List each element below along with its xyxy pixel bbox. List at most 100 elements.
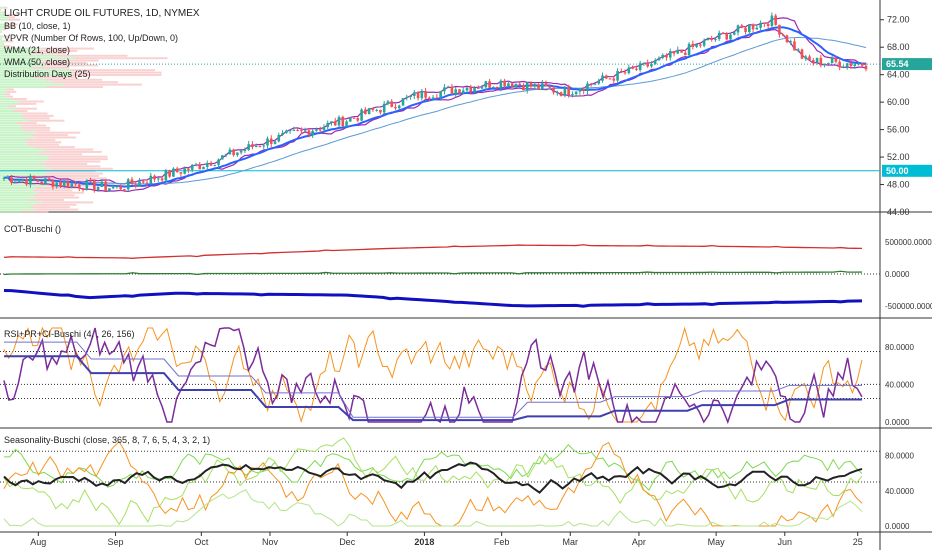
candle-body bbox=[767, 24, 770, 26]
candle-body bbox=[93, 180, 96, 190]
candle-body bbox=[387, 101, 390, 103]
candle-body bbox=[533, 84, 536, 87]
candle-body bbox=[609, 79, 612, 80]
candle-body bbox=[345, 121, 348, 126]
vpvr-bar-up bbox=[0, 9, 1, 11]
candle-body bbox=[360, 109, 363, 120]
candle-body bbox=[454, 89, 457, 93]
candle-body bbox=[108, 188, 111, 190]
candle-body bbox=[594, 84, 597, 85]
vpvr-bar-down bbox=[37, 153, 82, 155]
candle-body bbox=[37, 179, 40, 181]
vpvr-bar-up bbox=[0, 98, 12, 100]
candle-body bbox=[417, 92, 420, 98]
candle-body bbox=[409, 96, 412, 97]
candle-body bbox=[281, 133, 284, 135]
vpvr-bar-up bbox=[0, 28, 3, 30]
legend-vpvr: VPVR (Number Of Rows, 100, Up/Down, 0) bbox=[4, 32, 200, 44]
candle-body bbox=[180, 172, 183, 174]
candle-body bbox=[153, 176, 156, 180]
candle-body bbox=[101, 182, 104, 187]
vpvr-bar-down bbox=[21, 124, 46, 126]
candle-body bbox=[857, 64, 860, 65]
candle-body bbox=[63, 181, 66, 185]
price-tick-label: 72.00 bbox=[887, 15, 910, 25]
candle-body bbox=[469, 88, 472, 92]
candle-body bbox=[740, 25, 743, 27]
legend-wma50: WMA (50, close) bbox=[4, 56, 200, 68]
vpvr-bar-down bbox=[36, 132, 80, 134]
time-tick-label: 25 bbox=[853, 537, 863, 547]
candle-body bbox=[650, 64, 653, 66]
candle-body bbox=[507, 83, 510, 86]
vpvr-bar-down bbox=[39, 163, 87, 165]
vpvr-bar-down bbox=[34, 136, 76, 138]
vpvr-bar-down bbox=[46, 86, 103, 88]
candle-body bbox=[526, 83, 529, 91]
vpvr-bar-up bbox=[0, 204, 34, 206]
vpvr-bar-down bbox=[20, 100, 44, 102]
vpvr-bar-up bbox=[0, 38, 1, 40]
candle-body bbox=[240, 151, 243, 153]
vpvr-bar-down bbox=[5, 93, 11, 95]
vpvr-bar-down bbox=[34, 194, 75, 196]
candle-body bbox=[55, 183, 58, 187]
candle-body bbox=[722, 33, 725, 34]
vpvr-bar-down bbox=[46, 173, 103, 175]
vpvr-bar-down bbox=[38, 192, 84, 194]
candle-body bbox=[789, 41, 792, 42]
candle-body bbox=[579, 89, 582, 91]
candle-body bbox=[778, 25, 781, 35]
candle-body bbox=[842, 67, 845, 68]
candle-body bbox=[89, 180, 92, 181]
candle-body bbox=[635, 69, 638, 70]
time-tick-label: Aug bbox=[30, 537, 46, 547]
candle-body bbox=[357, 118, 360, 121]
candle-body bbox=[654, 60, 657, 64]
vpvr-bar-up bbox=[0, 163, 39, 165]
candle-body bbox=[643, 63, 646, 64]
candle-body bbox=[545, 83, 548, 86]
vpvr-bar-up bbox=[0, 88, 6, 90]
vpvr-bar-up bbox=[0, 84, 64, 86]
candle-body bbox=[304, 130, 307, 131]
candle-body bbox=[311, 131, 314, 135]
vpvr-bar-up bbox=[0, 194, 34, 196]
vpvr-bar-up bbox=[0, 168, 51, 170]
candle-body bbox=[134, 184, 137, 185]
time-tick-label: Oct bbox=[194, 537, 209, 547]
vpvr-bar-down bbox=[22, 211, 49, 213]
candle-body bbox=[684, 53, 687, 56]
candle-body bbox=[567, 87, 570, 95]
candle-body bbox=[232, 150, 235, 156]
vpvr-bar-up bbox=[0, 141, 28, 143]
candle-body bbox=[206, 163, 209, 167]
candle-body bbox=[737, 25, 740, 32]
candle-body bbox=[432, 97, 435, 98]
candle-body bbox=[364, 109, 367, 114]
candle-body bbox=[97, 187, 100, 190]
vpvr-bar-up bbox=[0, 153, 37, 155]
candle-body bbox=[428, 98, 431, 99]
candle-body bbox=[797, 49, 800, 50]
vpvr-bar-up bbox=[0, 81, 53, 83]
candle-body bbox=[285, 131, 288, 133]
candle-body bbox=[597, 81, 600, 84]
candle-body bbox=[104, 182, 107, 191]
candle-body bbox=[33, 176, 36, 180]
vpvr-bar-down bbox=[48, 156, 107, 158]
candle-body bbox=[44, 178, 47, 183]
vpvr-bar-down bbox=[23, 127, 51, 129]
vpvr-bar-down bbox=[24, 115, 53, 117]
vpvr-bar-up bbox=[0, 173, 46, 175]
seas-tick-label: 80.0000 bbox=[885, 452, 914, 461]
candle-body bbox=[473, 88, 476, 92]
candle-body bbox=[191, 165, 194, 170]
candle-body bbox=[466, 88, 469, 91]
candle-body bbox=[217, 160, 220, 165]
candle-body bbox=[341, 117, 344, 126]
candle-body bbox=[485, 81, 488, 87]
vpvr-bar-down bbox=[53, 81, 118, 83]
candle-body bbox=[695, 44, 698, 47]
candle-body bbox=[3, 178, 6, 179]
